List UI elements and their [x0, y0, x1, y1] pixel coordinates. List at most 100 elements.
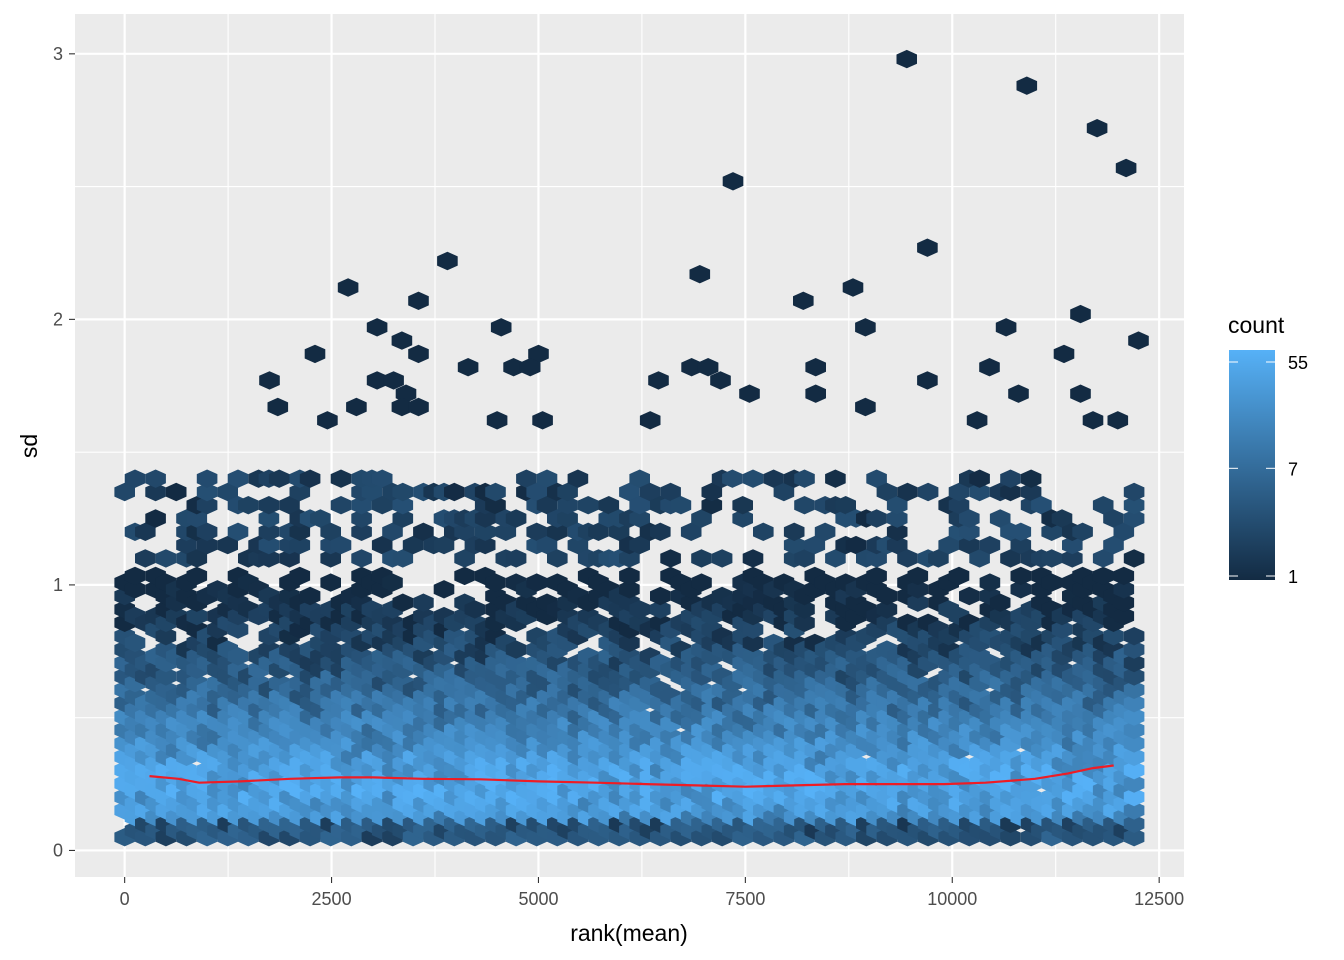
- hex-bin: [1000, 549, 1021, 568]
- y-tick-label: 3: [53, 44, 63, 64]
- hex-bin: [536, 496, 558, 515]
- hex-bin: [1113, 606, 1135, 626]
- hex-bin: [495, 522, 517, 541]
- hex-bin: [783, 522, 805, 541]
- hex-bin: [557, 482, 578, 502]
- hex-bin: [289, 566, 311, 586]
- hex-bin: [619, 482, 640, 502]
- hex-bin: [474, 535, 496, 555]
- hex-bin: [907, 580, 929, 599]
- hex-bin: [1000, 482, 1021, 502]
- hex-bin: [1072, 522, 1093, 541]
- y-axis-title: sd: [16, 434, 42, 458]
- hex-bin-outlier: [722, 172, 744, 191]
- hex-bin: [567, 469, 589, 488]
- hex-bin: [866, 469, 887, 488]
- hex-bin: [948, 482, 970, 502]
- hex-bin-outlier: [648, 371, 669, 390]
- hex-bin: [1010, 522, 1032, 541]
- hex-bin-outlier: [267, 397, 289, 417]
- hex-bin: [413, 522, 434, 541]
- hex-bin: [639, 482, 661, 502]
- y-axis: 0 1 2 3: [53, 44, 75, 860]
- hex-bin: [1113, 593, 1135, 612]
- hex-bin: [794, 469, 815, 488]
- hex-bin: [526, 482, 547, 502]
- hex-bin: [227, 647, 249, 666]
- hex-bin-outlier: [317, 411, 338, 430]
- hex-bin: [135, 549, 156, 568]
- hex-bin: [1123, 482, 1145, 502]
- hex-bin: [1000, 469, 1021, 488]
- hex-bin: [320, 549, 341, 568]
- hex-bin: [505, 549, 527, 568]
- hex-bin: [1113, 566, 1135, 586]
- hex-bin: [979, 573, 1001, 592]
- hex-bin: [619, 633, 640, 653]
- hex-bin: [361, 482, 383, 502]
- hex-bin: [516, 469, 537, 488]
- hex-bin: [258, 535, 280, 555]
- hex-bin-outlier: [1008, 384, 1029, 403]
- hex-bin: [320, 522, 341, 541]
- hex-bin-outlier: [1070, 384, 1091, 403]
- hex-bin-outlier: [1070, 304, 1091, 324]
- hex-bin: [876, 586, 898, 606]
- hex-bin: [866, 549, 887, 568]
- hex-bin: [886, 522, 908, 541]
- hex-bin: [155, 549, 177, 568]
- x-tick-label: 2500: [312, 889, 352, 909]
- hex-bin: [629, 535, 650, 555]
- hex-bin: [680, 522, 702, 541]
- hex-bin: [711, 549, 733, 568]
- hex-bin-outlier: [995, 318, 1017, 337]
- hex-bin: [1113, 522, 1135, 541]
- hex-bin: [825, 549, 846, 568]
- hex-bin-outlier: [855, 397, 876, 417]
- hex-bin: [289, 522, 311, 541]
- hex-bin: [1051, 509, 1073, 528]
- hex-bin: [1103, 535, 1124, 555]
- hex-bin: [505, 640, 527, 659]
- hex-bin: [124, 469, 146, 488]
- hex-bin: [392, 482, 414, 502]
- hex-bin: [227, 469, 249, 488]
- hex-bin: [629, 469, 650, 488]
- hex-bin: [650, 522, 671, 541]
- hex-bin: [258, 509, 280, 528]
- hex-bin: [1123, 747, 1145, 766]
- hex-bin: [279, 549, 300, 568]
- hex-bin: [1123, 761, 1145, 780]
- hex-bin: [485, 482, 506, 502]
- hex-bin: [660, 549, 681, 568]
- hex-bin: [289, 535, 311, 555]
- hex-bin: [454, 522, 475, 541]
- hex-bin-outlier: [437, 251, 458, 271]
- hex-bin: [392, 496, 414, 515]
- hex-bin: [1123, 707, 1145, 726]
- hex-bin: [691, 549, 712, 568]
- hex-bin-outlier: [503, 358, 524, 377]
- hex-bin: [938, 535, 959, 555]
- hex-bin: [907, 566, 929, 586]
- hex-bin: [619, 580, 640, 599]
- hex-bin: [928, 549, 949, 568]
- hex-bin: [444, 482, 465, 502]
- x-axis: 0 2500 5000 7500 10000 12500: [120, 877, 1184, 909]
- hex-bin: [1041, 573, 1062, 592]
- hex-bin: [959, 535, 980, 555]
- hex-bin: [742, 469, 764, 488]
- hex-bin: [763, 469, 784, 488]
- hex-bin: [650, 600, 671, 619]
- hex-bin: [948, 566, 970, 586]
- hex-bin-outlier: [486, 411, 508, 430]
- hex-bin-outlier: [457, 358, 479, 377]
- hex-bin: [258, 549, 280, 568]
- hex-bin-outlier: [1053, 344, 1075, 364]
- hex-bin: [1041, 549, 1062, 568]
- hex-bin: [1123, 694, 1145, 713]
- hex-bin: [886, 509, 908, 528]
- hex-bin-outlier: [259, 371, 280, 390]
- hex-bin-outlier: [896, 49, 917, 69]
